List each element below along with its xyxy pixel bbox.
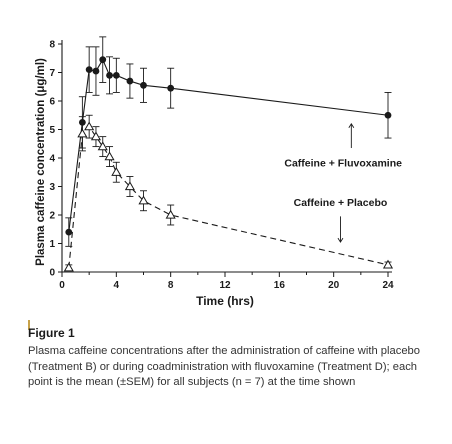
caption-accent-rule [28, 320, 30, 330]
x-tick-label: 20 [328, 280, 340, 291]
data-point [384, 111, 392, 119]
chart-labels: Time (hrs) Plasma caffeine concentration … [35, 58, 402, 308]
x-tick-label: 16 [274, 280, 286, 291]
data-point [124, 181, 135, 191]
data-point [138, 195, 149, 205]
data-point [97, 141, 108, 151]
figure-caption-text: Plasma caffeine concentrations after the… [28, 345, 420, 388]
data-point [106, 71, 113, 79]
data-point [85, 66, 93, 74]
y-axis-title: Plasma caffeine concentration (μg/ml) [35, 58, 47, 266]
y-tick-label: 7 [49, 68, 55, 79]
data-point [140, 81, 147, 89]
y-tick-label: 4 [49, 154, 55, 165]
y-tick-label: 8 [49, 40, 55, 51]
data-point [111, 167, 122, 176]
y-tick-label: 1 [49, 239, 55, 250]
y-tick-label: 6 [49, 97, 55, 108]
data-point [92, 67, 100, 75]
data-point [65, 228, 73, 236]
data-point [84, 121, 95, 131]
y-tick-label: 5 [49, 125, 55, 136]
annotation-arrowhead-placebo [337, 237, 344, 243]
data-point [99, 56, 107, 64]
annotation-placebo: Caffeine + Placebo [294, 197, 388, 209]
data-point [382, 259, 394, 269]
annotation-fluvoxamine: Caffeine + Fluvoxamine [284, 157, 402, 169]
data-point [126, 77, 134, 85]
y-tick-label: 2 [49, 211, 55, 222]
figure-label: Figure 1 [28, 326, 75, 340]
series-placebo [63, 114, 394, 272]
x-tick-label: 24 [382, 280, 394, 291]
figure-caption: Figure 1 Plasma caffeine concentrations … [28, 326, 438, 391]
y-tick-label: 0 [49, 268, 55, 279]
series-fluvoxamine [65, 36, 392, 247]
x-tick-label: 8 [168, 280, 174, 291]
x-tick-label: 12 [219, 280, 231, 291]
data-point [104, 151, 115, 161]
x-axis-title: Time (hrs) [196, 294, 254, 308]
data-point [90, 131, 102, 141]
data-point [112, 71, 120, 79]
annotation-arrowhead-fluvoxamine [348, 122, 355, 129]
data-point [63, 262, 74, 272]
data-point [77, 128, 88, 138]
y-tick-label: 3 [49, 182, 55, 193]
data-point [165, 209, 176, 219]
x-tick-label: 4 [114, 280, 120, 291]
data-point [167, 84, 175, 92]
chart-plot-area [63, 36, 394, 272]
x-tick-label: 0 [59, 280, 65, 291]
